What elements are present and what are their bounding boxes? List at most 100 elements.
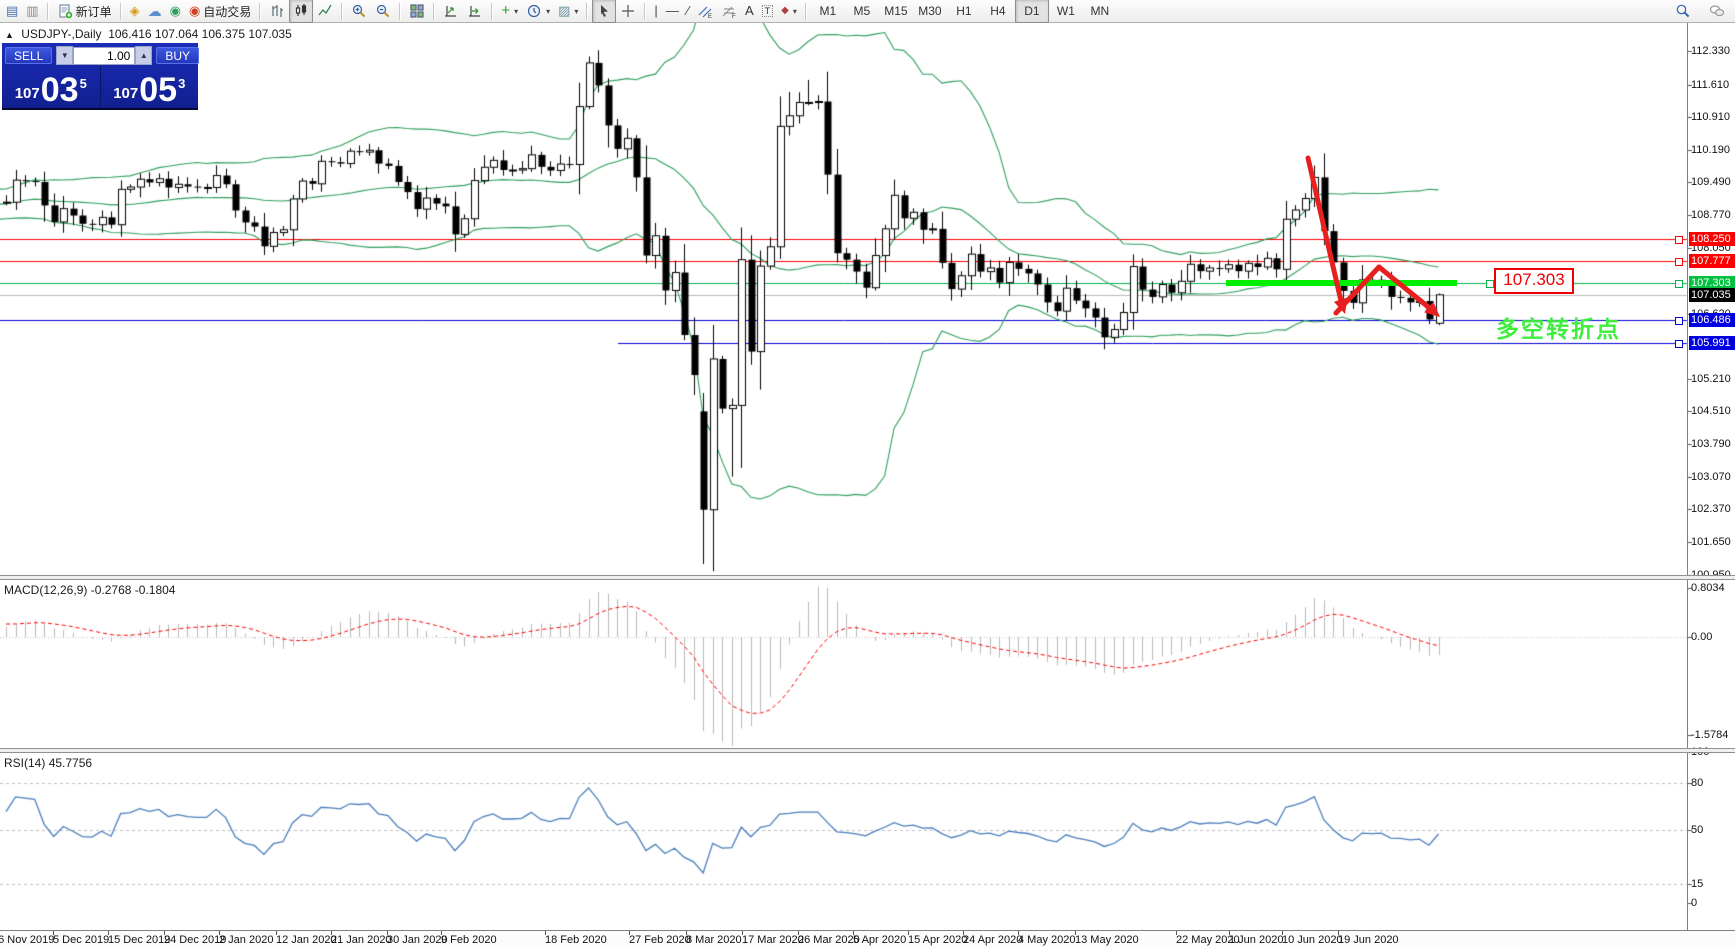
date-label: 13 May 2020 [1075,934,1139,946]
line-chart-icon[interactable] [313,0,337,23]
templates-icon[interactable]: ▨ ▾ [558,3,579,18]
periods-icon[interactable]: ▾ [522,0,554,23]
profiles-window-icon[interactable]: ▥ [26,3,39,18]
community-icon[interactable]: ☁ [147,3,162,19]
price-level-label[interactable]: 107.303 [1494,268,1574,294]
price-tick-label: 103.790 [1691,438,1731,450]
red-zigzag-arrow[interactable] [1333,264,1435,316]
ohlc-close: 107.035 [248,27,292,41]
ohlc-open: 106.416 [108,27,152,41]
price-tick-label: 105.210 [1691,372,1731,385]
date-tick [742,931,743,935]
new-order-label: 新订单 [75,4,112,19]
chat-icon[interactable] [1705,0,1729,23]
toolbar-separator [259,2,262,20]
date-label: 5 Apr 2020 [853,934,907,946]
volume-down-button[interactable]: ▼ [56,46,74,65]
gold-bars-icon[interactable]: ◈ [129,3,140,18]
date-label: 1 Jun 2020 [1229,934,1284,946]
cursor-icon[interactable] [592,0,617,23]
hline-107303-handle[interactable] [1486,279,1494,288]
hline-107303-handle[interactable] [1675,279,1683,288]
timeframe-button-w1[interactable]: W1 [1056,4,1075,18]
hline-105991-handle[interactable] [1675,339,1683,348]
date-tick [276,931,277,935]
equidistant-channel-icon[interactable]: E [693,0,717,23]
bar-chart-icon[interactable] [265,0,289,23]
search-icon[interactable] [1671,0,1695,23]
macd-pane-separator[interactable] [0,575,1735,580]
price-tick-label: 110.910 [1691,110,1730,123]
timeframe-button-m5[interactable]: M5 [853,4,871,18]
timeframe-button-m15[interactable]: M15 [884,4,908,18]
hline-106486-handle[interactable] [1675,317,1683,326]
trendline-icon[interactable]: ∕ [686,3,689,18]
signals-icon[interactable]: ◉ [169,3,181,18]
zoom-in-icon[interactable] [347,0,371,23]
volume-input[interactable]: 1.00 [73,46,136,65]
toolbar-separator [433,2,436,20]
toolbar-separator [586,2,589,20]
tile-windows-icon[interactable] [405,0,429,23]
date-label: 8 Mar 2020 [686,934,742,946]
rsi-pane-separator[interactable] [0,748,1735,753]
date-label: 17 Mar 2020 [742,934,804,946]
new-order-icon[interactable]: 新订单 [53,0,116,23]
auto-scroll-icon[interactable] [463,0,487,23]
date-tick [108,931,109,935]
zoom-out-icon[interactable] [371,0,395,23]
sell-button[interactable]: SELL [5,47,53,64]
price-label-107777: 107.777 [1689,253,1735,268]
candlestick-chart-icon[interactable] [289,0,314,23]
collapse-panel-icon[interactable]: ▲ [5,30,14,40]
buy-button[interactable]: BUY [156,47,200,64]
sell-price-sup: 5 [79,76,87,91]
hline-107777-handle[interactable] [1675,257,1683,266]
date-label: 4 May 2020 [1018,934,1076,946]
hline-108250-handle[interactable] [1675,235,1683,244]
vertical-line-icon[interactable]: | [654,3,658,18]
price-label-108250: 108.250 [1689,231,1735,246]
sell-price[interactable]: 107 03 5 [2,66,101,108]
timeframe-button-h1[interactable]: H1 [956,4,972,18]
crosshair-icon[interactable] [616,0,640,23]
date-label: 26 Mar 2020 [798,934,860,946]
timeframe-button-d1[interactable]: D1 [1014,0,1049,23]
timeframe-button-mn[interactable]: MN [1090,4,1110,18]
svg-text:F: F [732,14,736,19]
fibonacci-icon[interactable]: F [717,0,741,23]
indicators-icon[interactable]: + ▾ [501,2,519,19]
timeframe-button-h4[interactable]: H4 [990,4,1006,18]
symbol-name: USDJPY-,Daily [21,27,102,41]
toolbar-separator [341,2,344,20]
volume-up-button[interactable]: ▲ [135,46,153,65]
text-icon[interactable]: A [744,3,754,18]
chart-window-icon[interactable]: ▤ [6,3,19,18]
buy-price-sup: 3 [178,76,186,91]
date-tick [963,931,964,935]
arrows-icon[interactable]: ◆ ▾ [781,5,797,16]
date-tick [798,931,799,935]
horizontal-line-icon[interactable]: — [665,3,679,18]
date-tick [908,931,909,935]
red-down-arrow[interactable] [1305,155,1344,304]
timeframe-button-m1[interactable]: M1 [819,4,837,18]
timeframe-button-m30[interactable]: M30 [918,4,942,18]
price-axis[interactable] [1687,22,1688,930]
price-tick-label: 111.610 [1691,78,1730,91]
rsi-indicator-label: RSI(14) 45.7756 [4,756,93,770]
turning-point-annotation[interactable]: 多空转折点 [1496,316,1621,342]
price-tick-label: 104.510 [1691,404,1731,417]
shift-end-icon[interactable] [439,0,463,23]
red-zigzag-arrow-head [1424,301,1440,317]
date-tick [853,931,854,935]
thick-green-trendline[interactable] [1226,279,1457,286]
buy-price[interactable]: 107 05 3 [101,66,199,108]
price-label-105991: 105.991 [1689,335,1735,350]
text-label-icon[interactable]: T [758,0,778,23]
date-label: 10 Jun 2020 [1282,934,1343,946]
auto-trading-icon[interactable]: ◉ 自动交易 [188,3,252,19]
